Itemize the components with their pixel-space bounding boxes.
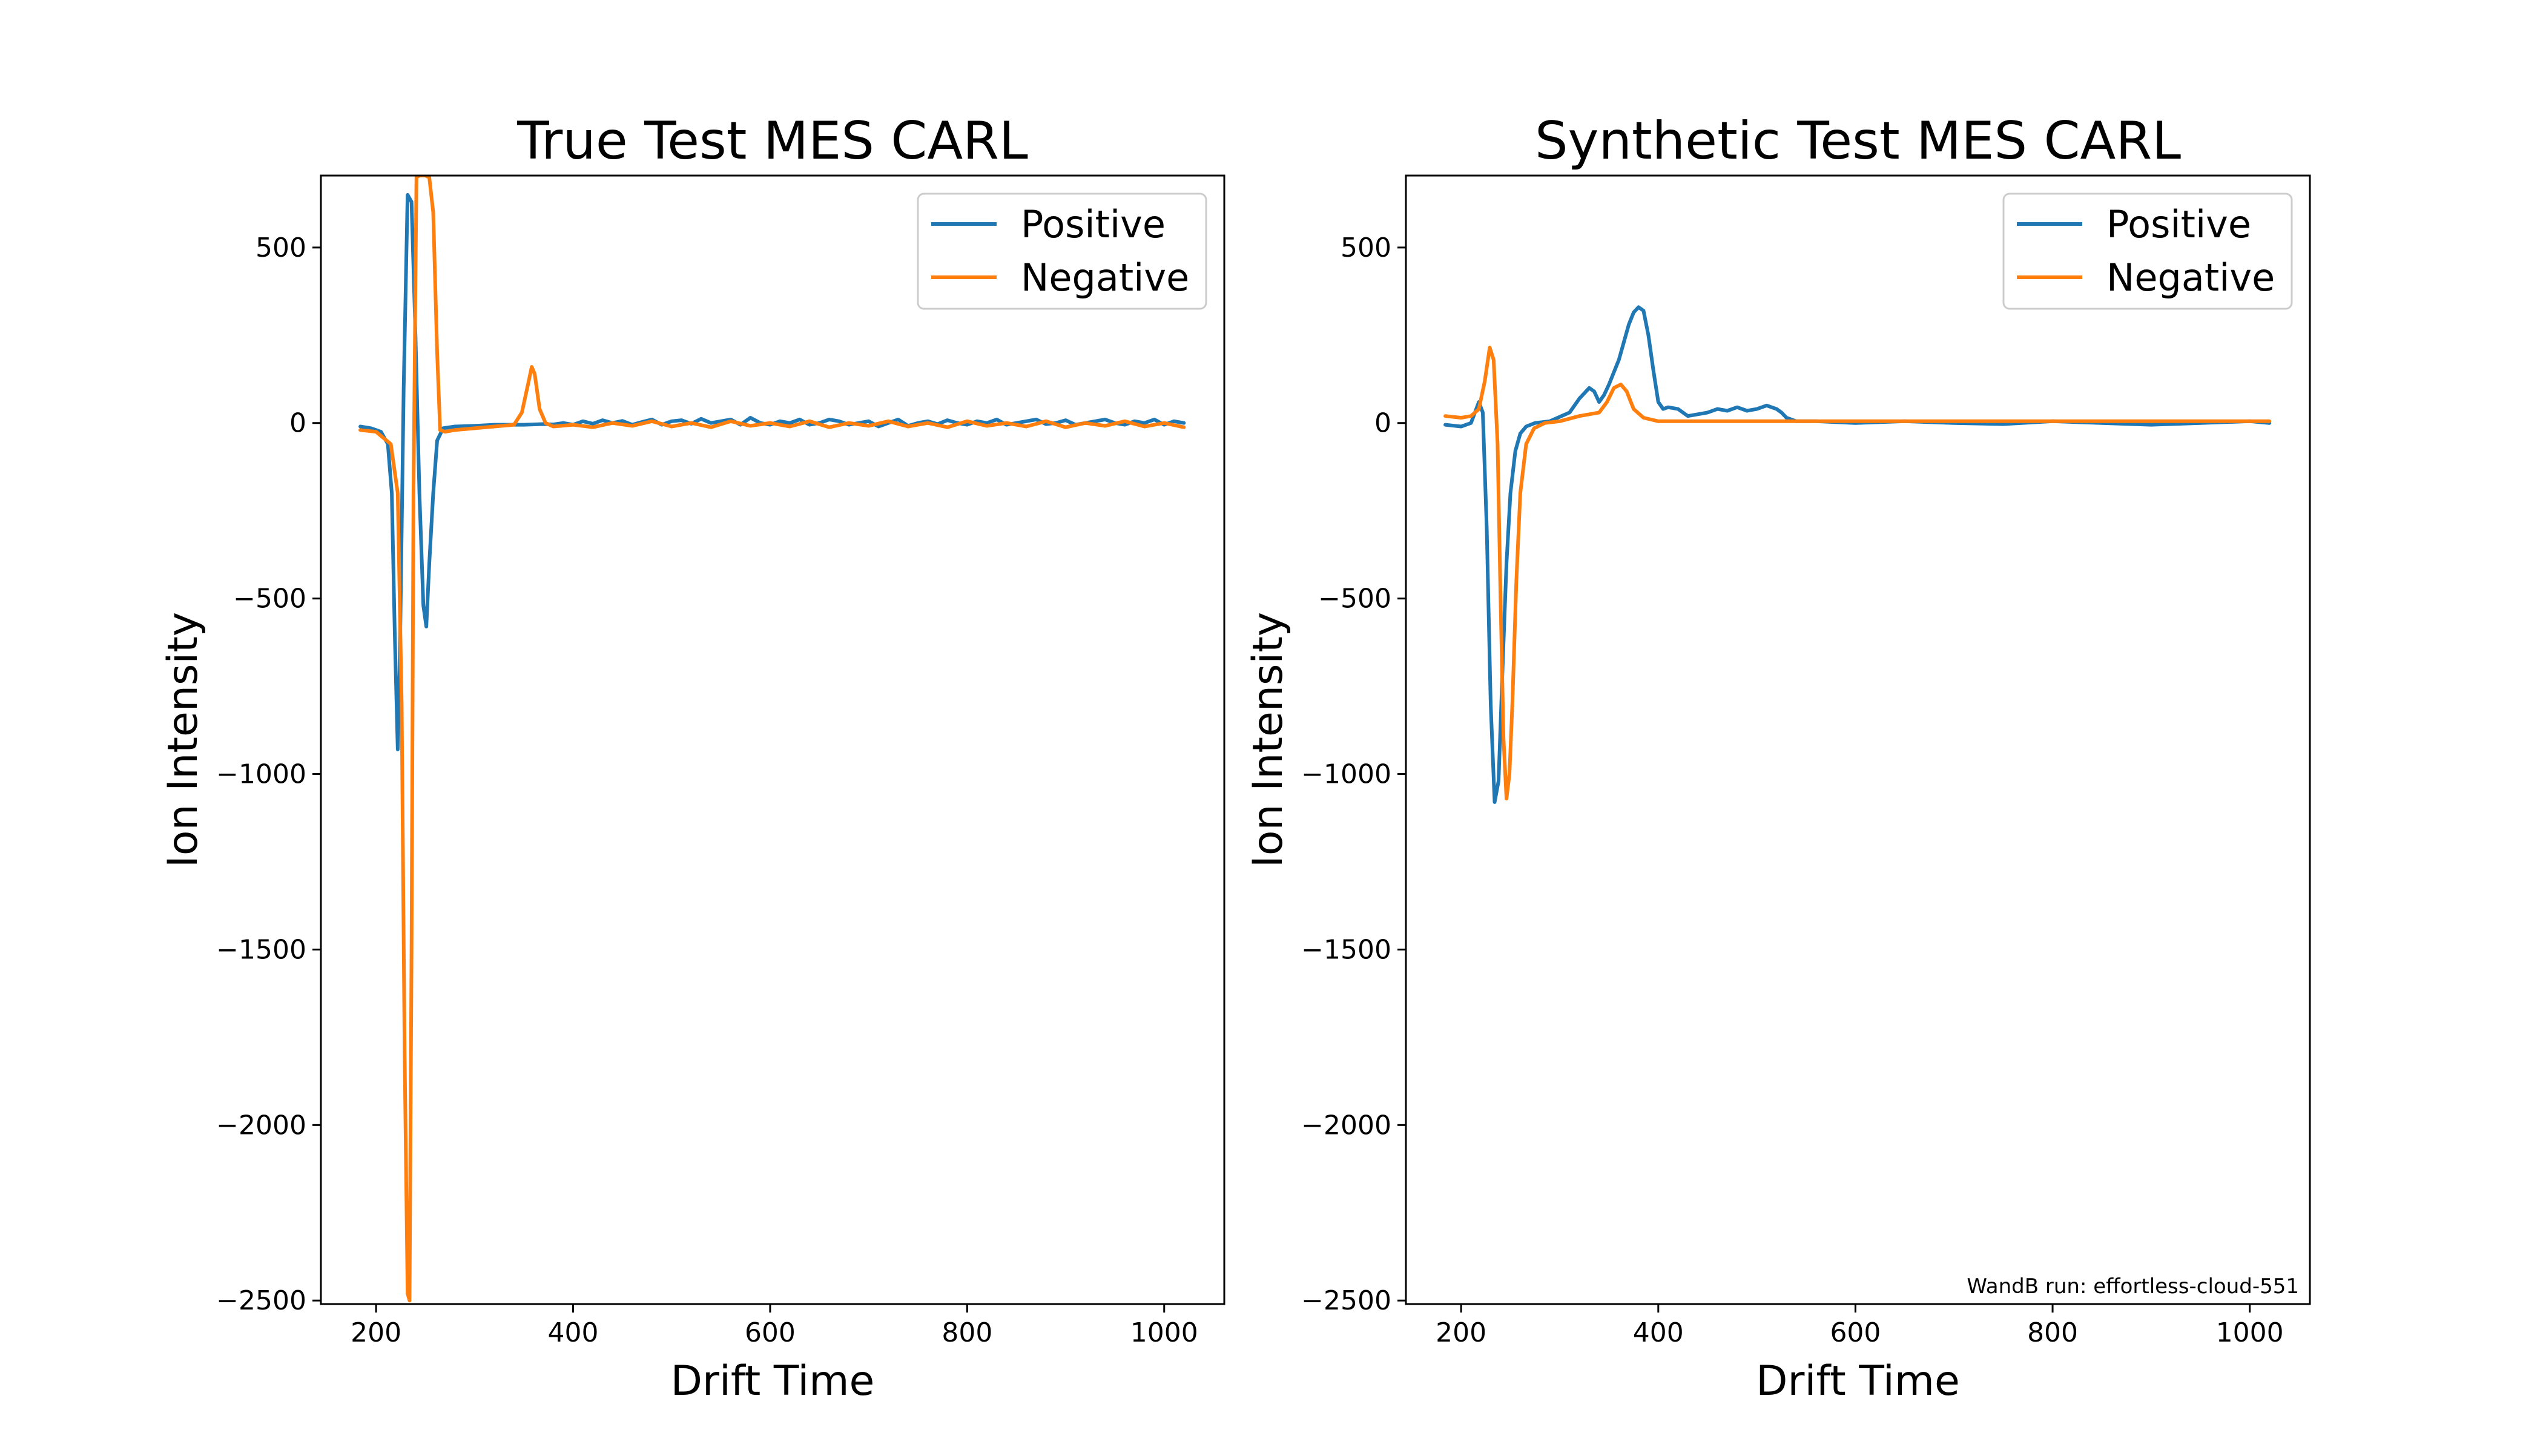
y-tick-label: −1500 <box>1301 934 1391 965</box>
y-tick-label: −1000 <box>1301 759 1391 790</box>
x-axis-label: Drift Time <box>1756 1357 1960 1405</box>
legend-label: Negative <box>2106 255 2275 300</box>
y-tick-label: −2500 <box>1301 1285 1391 1316</box>
y-tick-label: −2500 <box>216 1285 306 1316</box>
chart-panel-2: 200 400 600 800 1000 500 0 −500 −1000 −1500 −2000 −… <box>1244 111 2311 1405</box>
series-line-positive <box>358 193 1186 751</box>
y-tick-label: −500 <box>1318 584 1391 614</box>
series-group <box>1443 305 2272 804</box>
legend: Positive Negative <box>2002 193 2293 310</box>
y-tick-label: −1000 <box>216 759 306 790</box>
run-annotation: WandB run: effortless-cloud-551 <box>1967 1274 2299 1299</box>
axes-frame <box>320 174 1225 1305</box>
x-tick-label: 800 <box>2027 1317 2078 1348</box>
x-tick-label: 800 <box>942 1317 992 1348</box>
legend-label: Positive <box>2106 202 2251 246</box>
x-axis-label: Drift Time <box>671 1357 875 1405</box>
x-tick-label: 200 <box>1436 1317 1486 1348</box>
series-group <box>358 176 1186 1303</box>
x-tick-label: 200 <box>351 1317 401 1348</box>
series-line-negative <box>358 176 1186 1303</box>
axes-frame <box>1405 174 2311 1305</box>
y-axis-label: Ion Intensity <box>159 612 207 868</box>
y-tick-label: −2000 <box>216 1110 306 1141</box>
chart-title: Synthetic Test MES CARL <box>1535 111 2181 171</box>
x-tick-label: 600 <box>1830 1317 1881 1348</box>
y-tick-label: 500 <box>256 232 306 263</box>
y-axis-label: Ion Intensity <box>1244 612 1292 868</box>
x-tick-label: 1000 <box>2216 1317 2284 1348</box>
chart-title: True Test MES CARL <box>516 111 1028 171</box>
y-tick-label: −500 <box>233 584 306 614</box>
x-tick-label: 1000 <box>1130 1317 1198 1348</box>
x-tick-label: 400 <box>548 1317 599 1348</box>
x-tick-label: 400 <box>1633 1317 1684 1348</box>
y-tick-label: 0 <box>289 408 306 439</box>
series-line-positive <box>1443 305 2272 804</box>
chart-panel-1: 200 400 600 800 1000 500 0 −500 −1000 −1500 −2000 −… <box>159 111 1225 1405</box>
series-line-negative <box>1443 346 2272 801</box>
legend-label: Positive <box>1021 202 1166 246</box>
y-tick-label: 0 <box>1374 408 1391 439</box>
legend: Positive Negative <box>917 193 1207 310</box>
legend-label: Negative <box>1021 255 1189 300</box>
y-tick-label: −1500 <box>216 934 306 965</box>
y-tick-label: 500 <box>1341 232 1391 263</box>
x-tick-label: 600 <box>745 1317 796 1348</box>
y-tick-label: −2000 <box>1301 1110 1391 1141</box>
